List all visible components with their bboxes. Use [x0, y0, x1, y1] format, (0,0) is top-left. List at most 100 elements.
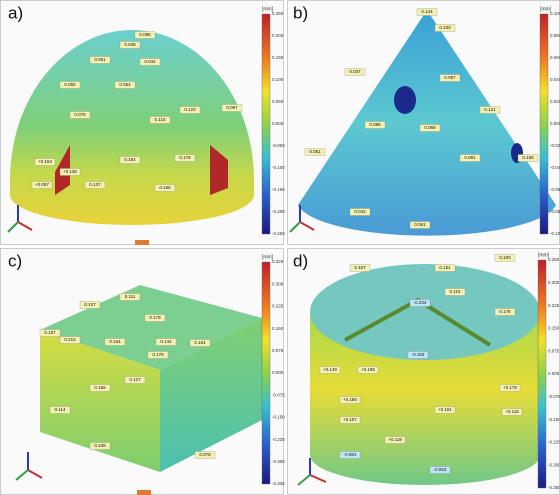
deviation-tag: 0.097	[222, 105, 242, 112]
tag-text: 0.166	[159, 185, 171, 190]
tag-text: -0.234	[414, 300, 427, 305]
deviation-tag: 0.103	[435, 25, 455, 32]
scale-tick-label: 0.000	[548, 371, 560, 376]
deviation-tag: 0.076	[70, 112, 90, 119]
panel-tab	[135, 240, 149, 245]
tag-text: 0.068	[424, 125, 436, 130]
scale-tick-label: 0.100	[272, 77, 284, 82]
scale-tick-label: -0.225	[272, 437, 285, 442]
scale-tick-label: 0.040	[550, 77, 560, 82]
deviation-tag: 0.114	[50, 407, 70, 414]
scale-tick-label: 0.000	[550, 121, 560, 126]
deviation-tag: 0.081	[460, 155, 480, 162]
tag-text: 0.081	[464, 155, 476, 160]
tag-text: 0.156	[94, 385, 106, 390]
deviation-tag: 0.092	[60, 82, 80, 89]
tag-text: 0.114	[55, 407, 66, 412]
deviation-tag: 0.061	[410, 222, 430, 229]
tag-text: 0.176	[179, 155, 191, 160]
tag-text: 0.076	[74, 112, 86, 117]
tag-text: 0.156	[522, 155, 534, 160]
scale-tick-label: -0.100	[272, 165, 285, 170]
deviation-tag: 0.157	[40, 330, 60, 337]
color-scale	[262, 14, 270, 234]
deviation-tag: 0.096	[135, 32, 155, 39]
page: {"panels": [ {"label": "a)", "unit": "[m…	[0, 0, 560, 495]
deviation-tag: 0.100	[495, 255, 515, 262]
scale-tick-label: 0.050	[272, 99, 284, 104]
scale-tick-label: -0.250	[272, 231, 285, 236]
panel-label: a)	[8, 3, 23, 22]
tag-text: 0.111	[125, 294, 136, 299]
scale-tick-label: 0.350	[548, 257, 560, 262]
deviation-tag: 0.161	[190, 340, 210, 347]
deviation-tag: 0.164	[120, 157, 140, 164]
scale-tick-label: -0.050	[272, 143, 285, 148]
tag-text: 0.087	[444, 75, 456, 80]
tag-text: 0.108	[94, 443, 106, 448]
deviation-tag: 0.164	[105, 339, 125, 346]
deviation-tag: 0.166	[155, 185, 175, 192]
deviation-tag: 0.137	[85, 182, 105, 189]
scale-tick-label: 0.075	[548, 348, 560, 353]
scale-tick-label: -0.300	[272, 459, 285, 464]
deviation-tag: 0.212	[60, 337, 80, 344]
deviation-tag: 0.176	[175, 155, 195, 162]
tag-text: 0.144	[160, 339, 172, 344]
deviation-tag: 0.144	[156, 339, 176, 346]
tag-text: 0.176	[499, 309, 511, 314]
scale-tick-label: -0.150	[272, 415, 285, 420]
tag-text: 0.061	[414, 222, 426, 227]
panel-label: b)	[293, 3, 308, 22]
tag-text: 0.054	[119, 82, 131, 87]
scale-tick-label: -0.200	[272, 209, 285, 214]
scale-tick-label: 0.250	[272, 11, 284, 16]
deviation-tag: 0.049	[120, 42, 140, 49]
scale-tick-label: -0.350	[548, 485, 560, 490]
tag-text: 0.044	[144, 59, 156, 64]
scale-tick-label: -0.150	[272, 187, 285, 192]
scale-tick-label: 0.020	[550, 99, 560, 104]
deviation-tag: +0.115	[502, 409, 522, 416]
tag-text: +0.195	[361, 367, 375, 372]
scale-tick-label: -0.020	[550, 143, 560, 148]
scale-tick-label: -0.060	[550, 187, 560, 192]
tag-text: 0.115	[155, 117, 166, 122]
deviation-tag: 0.107	[80, 302, 100, 309]
deviation-tag: 0.087	[440, 75, 460, 82]
deviation-tag: 0.123	[180, 107, 200, 114]
tag-text: 0.164	[109, 339, 121, 344]
cone-hole	[394, 86, 416, 114]
tag-text: 0.157	[44, 330, 56, 335]
tag-text: +0.157	[343, 417, 357, 422]
tag-text: 0.115	[450, 289, 461, 294]
tag-text: 0.042	[354, 209, 366, 214]
scale-tick-label: 0.300	[272, 281, 284, 286]
tag-text: 0.091	[94, 57, 106, 62]
scale-tick-label: 0.000	[272, 370, 284, 375]
tag-text: 0.100	[499, 255, 511, 260]
tag-text: 0.097	[226, 105, 238, 110]
tag-text: 0.096	[139, 32, 151, 37]
scale-tick-label: 0.060	[550, 55, 560, 60]
deviation-tag: +0.179	[500, 385, 520, 392]
figure: a)[mm]0.2500.2000.1500.1000.0500.000-0.0…	[0, 0, 560, 495]
tag-text: 0.092	[64, 82, 76, 87]
deviation-tag: +0.195	[358, 367, 378, 374]
tag-text: 0.164	[124, 157, 136, 162]
scale-tick-label: 0.200	[272, 33, 284, 38]
deviation-tag: 0.176	[148, 352, 168, 359]
deviation-tag: 0.068	[420, 125, 440, 132]
scale-tick-label: 0.000	[272, 121, 284, 126]
scale-tick-label: 0.329	[272, 259, 284, 264]
deviation-tag: 0.095	[365, 122, 385, 129]
deviation-tag: +0.153	[35, 159, 55, 166]
deviation-tag: 0.115	[445, 289, 465, 296]
deviation-tag: 0.051	[305, 149, 325, 156]
scale-tick-label: -0.300	[548, 462, 560, 467]
deviation-tag: 0.156	[90, 385, 110, 392]
tag-text: +0.057	[35, 182, 49, 187]
deviation-tag: -0.193	[408, 352, 428, 359]
deviation-tag: 0.037	[345, 69, 365, 76]
deviation-tag: 0.144	[417, 9, 437, 16]
